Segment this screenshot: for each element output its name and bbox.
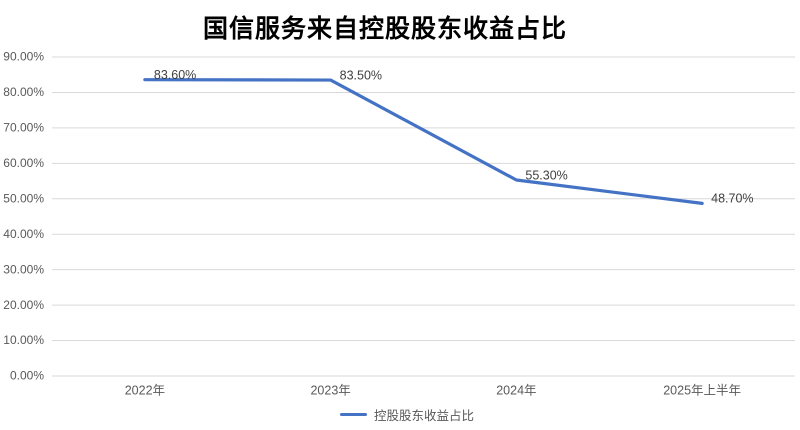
y-axis-tick-label: 60.00% xyxy=(3,156,44,170)
series-line xyxy=(143,78,704,205)
data-point-label: 48.70% xyxy=(711,192,753,206)
data-point-label: 55.30% xyxy=(525,168,567,182)
x-axis-category-label: 2025年上半年 xyxy=(663,383,741,397)
y-axis-tick-label: 30.00% xyxy=(3,262,44,276)
x-axis-category-label: 2022年 xyxy=(125,383,165,397)
y-axis-tick-label: 10.00% xyxy=(3,333,44,347)
legend-line-marker xyxy=(339,412,367,416)
chart-title: 国信服务来自控股股东收益占比 xyxy=(202,14,567,43)
data-point-label: 83.60% xyxy=(154,68,196,82)
y-axis-tick-label: 90.00% xyxy=(3,50,44,64)
x-axis-category-label: 2024年 xyxy=(496,383,536,397)
data-point-label: 83.50% xyxy=(340,68,382,82)
legend-series-label: 控股股东收益占比 xyxy=(373,408,474,423)
y-axis-tick-label: 20.00% xyxy=(3,298,44,312)
legend: 控股股东收益占比 xyxy=(52,406,762,423)
y-axis-tick-label: 70.00% xyxy=(3,121,44,135)
x-axis-category-label: 2023年 xyxy=(310,383,350,397)
y-axis-tick-label: 80.00% xyxy=(3,85,44,99)
y-axis-tick-label: 50.00% xyxy=(3,191,44,205)
y-axis-tick-label: 40.00% xyxy=(3,227,44,241)
y-axis-tick-label: 0.00% xyxy=(10,369,44,383)
